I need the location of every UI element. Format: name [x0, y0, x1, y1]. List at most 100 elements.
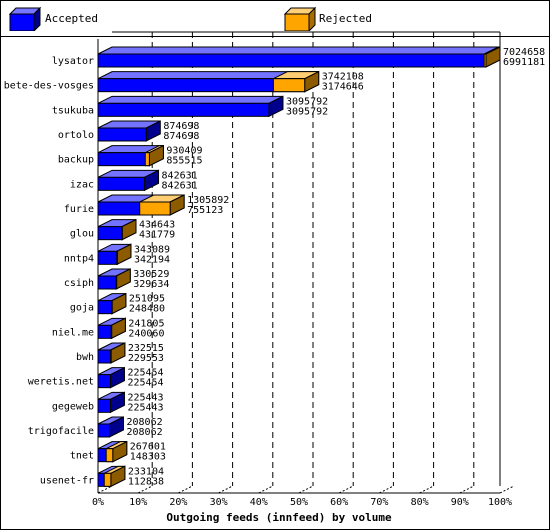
- x-tick-label: 40%: [250, 497, 268, 508]
- bar-accepted: [97, 120, 161, 142]
- value-label-accepted: 251095: [129, 294, 165, 305]
- category-label: furie: [64, 204, 94, 215]
- category-label: tnet: [70, 451, 94, 462]
- value-label-accepted: 233104: [128, 466, 164, 477]
- category-label: ortolo: [58, 130, 94, 141]
- tick-mark: [419, 485, 434, 494]
- bar-accepted: [97, 366, 125, 389]
- tick-mark: [97, 485, 113, 494]
- bar-rejected: [483, 46, 501, 68]
- tick-mark: [459, 485, 475, 494]
- value-label-accepted: 208062: [126, 417, 162, 428]
- category-label: niel.me: [52, 327, 94, 338]
- value-label-rejected: 329634: [133, 279, 169, 290]
- legend-rejected-swatch: [283, 6, 317, 31]
- value-label-accepted: 3095792: [286, 96, 328, 107]
- value-label-rejected: 842631: [162, 180, 198, 191]
- x-tick-label: 80%: [411, 497, 429, 508]
- tick-mark: [338, 485, 354, 494]
- bar-rejected: [272, 70, 320, 93]
- tick-mark: [218, 485, 233, 494]
- tick-mark: [258, 485, 274, 494]
- value-label-accepted: 225443: [127, 392, 163, 403]
- x-axis-title: Outgoing feeds (innfeed) by volume: [166, 511, 392, 524]
- value-label-rejected: 240060: [128, 328, 164, 339]
- bar-rejected: [110, 342, 126, 364]
- value-label-accepted: 842631: [162, 170, 198, 181]
- x-tick-label: 0%: [92, 497, 104, 508]
- bar-accepted: [97, 416, 124, 438]
- tick-mark: [178, 485, 193, 494]
- value-label-rejected: 208062: [126, 427, 162, 438]
- value-label-rejected: 148303: [130, 452, 166, 463]
- legend-accepted-label: Accepted: [45, 12, 98, 25]
- category-label: lysator: [52, 56, 94, 67]
- category-label: bwh: [76, 352, 94, 363]
- tick-mark: [298, 485, 314, 494]
- value-label-rejected: 225454: [127, 378, 163, 389]
- value-label-accepted: 874698: [163, 121, 199, 132]
- value-label-accepted: 434643: [139, 220, 175, 231]
- value-label-rejected: 229553: [128, 353, 164, 364]
- value-label-rejected: 3095792: [286, 106, 328, 117]
- bar-accepted: [97, 169, 160, 192]
- x-tick-label: 90%: [451, 497, 469, 508]
- category-label: csiph: [64, 278, 94, 289]
- bar-rejected: [103, 465, 126, 488]
- value-label-accepted: 241805: [128, 318, 164, 329]
- x-tick-label: 70%: [370, 497, 388, 508]
- bar-rejected: [121, 218, 137, 241]
- legend-accepted-swatch: [8, 6, 42, 31]
- value-label-accepted: 343089: [134, 244, 170, 255]
- value-label-rejected: 755123: [187, 205, 223, 216]
- bar-rejected: [139, 194, 185, 216]
- tick-mark: [379, 485, 394, 494]
- bar-rejected: [111, 292, 127, 315]
- bar-rejected: [144, 144, 164, 167]
- value-label-rejected: 6991181: [503, 57, 545, 68]
- category-label: izac: [70, 179, 94, 190]
- category-label: trigofacile: [28, 426, 94, 437]
- value-label-accepted: 7024658: [503, 47, 545, 58]
- bar-accepted: [97, 144, 164, 167]
- x-tick-label: 60%: [330, 497, 348, 508]
- value-label-rejected: 342194: [134, 254, 170, 265]
- value-label-accepted: 267601: [130, 442, 166, 453]
- category-label: gegeweb: [52, 401, 94, 412]
- value-label-rejected: 3174646: [322, 82, 364, 93]
- legend-rejected-label: Rejected: [319, 12, 372, 25]
- bar-accepted: [97, 46, 501, 68]
- bar-rejected: [105, 440, 128, 463]
- category-label: goja: [70, 303, 94, 314]
- value-label-accepted: 330529: [133, 269, 169, 280]
- value-label-accepted: 225454: [127, 368, 163, 379]
- value-label-accepted: 3742108: [322, 72, 364, 83]
- bar-accepted: [97, 391, 125, 414]
- tick-mark: [499, 485, 515, 494]
- bar-rejected: [116, 243, 132, 266]
- value-label-rejected: 855515: [166, 156, 202, 167]
- x-tick-label: 20%: [169, 497, 187, 508]
- category-label: tsukuba: [52, 105, 94, 116]
- bar-rejected: [115, 268, 131, 290]
- value-label-accepted: 930409: [166, 146, 202, 157]
- value-label-rejected: 112838: [128, 476, 164, 487]
- category-label: bete-des-vosges: [4, 81, 94, 92]
- bar-accepted: [97, 70, 320, 93]
- x-tick-label: 30%: [210, 497, 228, 508]
- category-label: usenet-fr: [40, 475, 94, 486]
- value-label-accepted: 1305892: [187, 195, 229, 206]
- x-tick-label: 50%: [290, 497, 308, 508]
- value-label-rejected: 874698: [163, 131, 199, 142]
- bar-accepted: [97, 95, 284, 118]
- category-label: glou: [70, 229, 94, 240]
- tick-mark: [137, 485, 153, 494]
- value-label-rejected: 248480: [129, 304, 165, 315]
- x-tick-label: 10%: [129, 497, 147, 508]
- value-label-rejected: 431779: [139, 230, 175, 241]
- value-label-accepted: 232515: [128, 343, 164, 354]
- legend-divider: [1, 36, 549, 37]
- category-label: backup: [58, 155, 94, 166]
- category-label: weretis.net: [28, 377, 94, 388]
